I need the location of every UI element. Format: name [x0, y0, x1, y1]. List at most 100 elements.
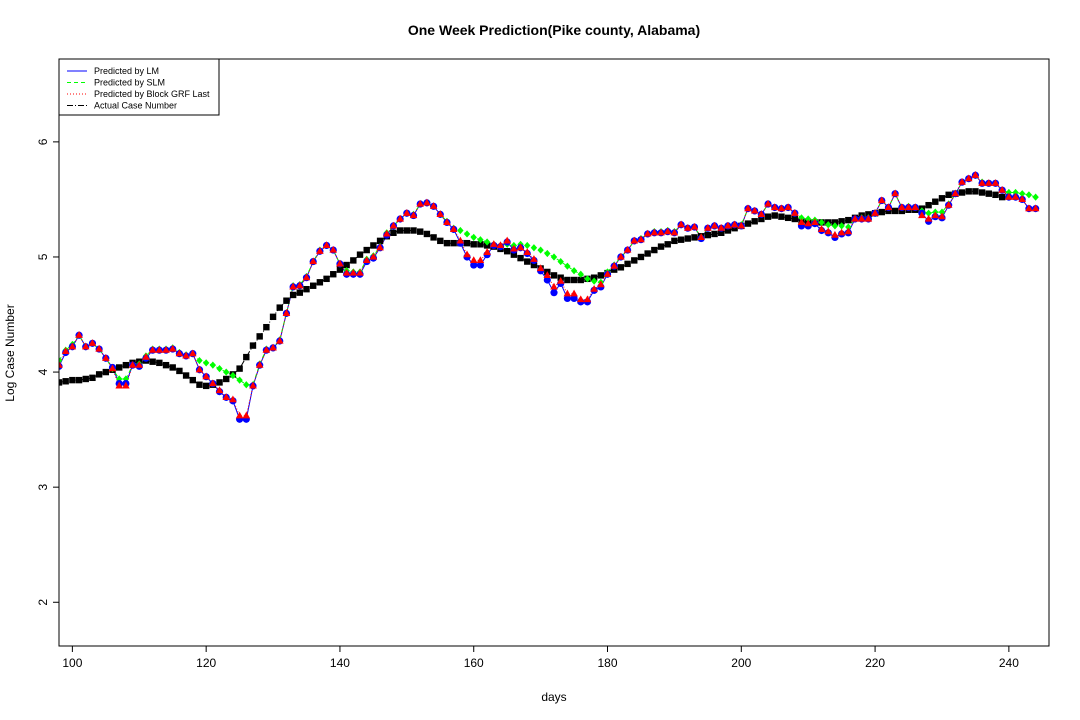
actual-point	[316, 279, 324, 286]
grf-point	[255, 360, 264, 368]
grf-point	[536, 264, 545, 272]
grf-point	[503, 236, 511, 244]
grf-point	[242, 411, 251, 419]
actual-point	[390, 229, 397, 236]
grf-point	[316, 247, 324, 254]
slm-point	[838, 222, 845, 230]
actual-point	[724, 227, 732, 234]
actual-point	[182, 372, 190, 379]
actual-point	[323, 275, 330, 283]
grf-point	[135, 360, 144, 368]
slm-point	[584, 275, 591, 283]
grf-point	[202, 372, 210, 380]
actual-point	[243, 353, 250, 361]
grf-point	[804, 219, 812, 227]
grf-point	[108, 364, 117, 372]
grf-point	[282, 309, 291, 316]
grf-point	[911, 203, 920, 211]
actual-point	[437, 237, 444, 245]
grf-point	[918, 211, 926, 219]
grf-point	[403, 209, 411, 216]
grf-point	[349, 268, 358, 276]
grf-point	[576, 295, 585, 303]
actual-point	[202, 382, 210, 390]
grf-point	[249, 381, 257, 389]
grf-point	[958, 177, 966, 185]
grf-point	[128, 360, 137, 368]
actual-point	[671, 237, 678, 245]
actual-point	[376, 237, 384, 245]
grf-point	[1018, 195, 1027, 203]
grf-point	[449, 225, 458, 232]
grf-point	[650, 228, 659, 236]
grf-point	[831, 230, 839, 238]
grf-point	[837, 228, 846, 236]
grf-point	[563, 289, 572, 297]
legend: Predicted by LM Predicted by SLM Predict…	[58, 58, 220, 116]
slm-point	[831, 222, 839, 230]
actual-point	[945, 191, 952, 199]
slm-point	[804, 215, 812, 223]
grf-point	[1005, 192, 1013, 200]
grf-point	[1025, 204, 1033, 212]
x-axis-label: days	[541, 690, 566, 704]
grf-point	[1011, 192, 1020, 200]
actual-point	[283, 297, 290, 304]
actual-point	[276, 304, 283, 311]
slm-point	[1025, 191, 1033, 199]
actual-point	[249, 342, 257, 349]
grf-point	[510, 244, 518, 252]
grf-point	[998, 186, 1006, 193]
slm-point	[825, 221, 832, 229]
grf-point	[744, 204, 752, 212]
slm-point	[116, 375, 123, 383]
actual-point	[330, 271, 337, 278]
actual-point	[350, 257, 357, 264]
x-tick-label: 160	[464, 656, 484, 670]
slm-point	[925, 209, 932, 217]
actual-point	[410, 227, 417, 234]
grf-point	[904, 203, 913, 211]
grf-point	[382, 229, 391, 237]
actual-point	[651, 246, 658, 254]
actual-point	[176, 367, 183, 375]
slm-point	[818, 218, 825, 227]
actual-point	[711, 230, 718, 238]
grf-point	[483, 248, 491, 255]
grf-point	[924, 214, 933, 222]
actual-point	[169, 364, 176, 371]
grf-point	[362, 256, 371, 264]
lm-point	[470, 261, 478, 269]
grf-point	[824, 227, 833, 235]
y-tick-label: 4	[36, 368, 50, 375]
grf-point	[336, 259, 344, 267]
grf-point	[737, 221, 746, 229]
grf-point	[376, 243, 384, 251]
x-tick-label: 100	[62, 656, 82, 670]
grf-point	[389, 221, 398, 229]
grf-point	[784, 203, 792, 211]
grf-point	[811, 218, 819, 226]
actual-point	[430, 234, 437, 241]
grf-point	[322, 241, 331, 249]
grf-point	[516, 243, 525, 251]
actual-point	[925, 201, 932, 209]
grf-point	[704, 223, 712, 231]
slm-point	[470, 233, 477, 242]
grf-point	[984, 179, 993, 186]
actual-point	[102, 368, 110, 376]
grf-point	[951, 189, 960, 197]
slm-point	[537, 246, 544, 254]
actual-point	[550, 272, 558, 279]
x-tick-label: 200	[731, 656, 751, 670]
grf-point	[717, 223, 726, 231]
grf-point	[1031, 204, 1040, 212]
grf-point	[175, 349, 184, 357]
actual-point	[664, 241, 671, 248]
actual-point	[985, 190, 992, 197]
grf-point	[610, 261, 619, 269]
actual-point	[718, 229, 725, 236]
grf-point	[991, 179, 1000, 186]
grf-point	[603, 270, 612, 277]
grf-point	[142, 352, 150, 360]
